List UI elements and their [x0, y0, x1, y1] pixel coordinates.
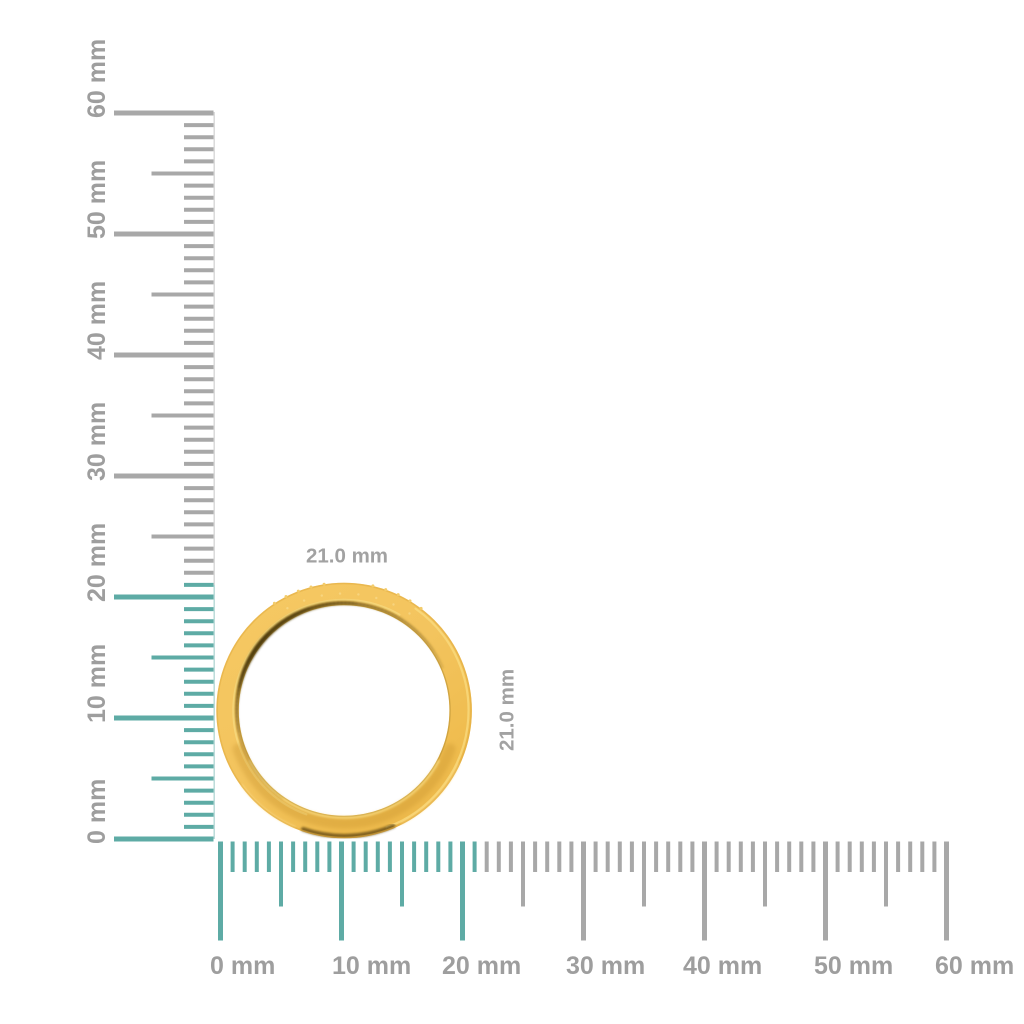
- svg-text:30 mm: 30 mm: [566, 952, 645, 980]
- svg-text:40 mm: 40 mm: [683, 952, 762, 980]
- svg-text:50 mm: 50 mm: [83, 160, 111, 239]
- svg-text:60 mm: 60 mm: [935, 952, 1014, 980]
- svg-text:0 mm: 0 mm: [83, 779, 111, 844]
- svg-text:21.0 mm: 21.0 mm: [496, 669, 519, 751]
- svg-text:60 mm: 60 mm: [83, 39, 111, 118]
- svg-text:10 mm: 10 mm: [83, 644, 111, 723]
- svg-text:10 mm: 10 mm: [332, 952, 411, 980]
- svg-text:20 mm: 20 mm: [83, 523, 111, 602]
- svg-text:30 mm: 30 mm: [83, 402, 111, 481]
- svg-text:20 mm: 20 mm: [442, 952, 521, 980]
- svg-text:40 mm: 40 mm: [83, 281, 111, 360]
- svg-text:0 mm: 0 mm: [210, 952, 275, 980]
- svg-text:21.0 mm: 21.0 mm: [306, 545, 388, 568]
- svg-text:50 mm: 50 mm: [814, 952, 893, 980]
